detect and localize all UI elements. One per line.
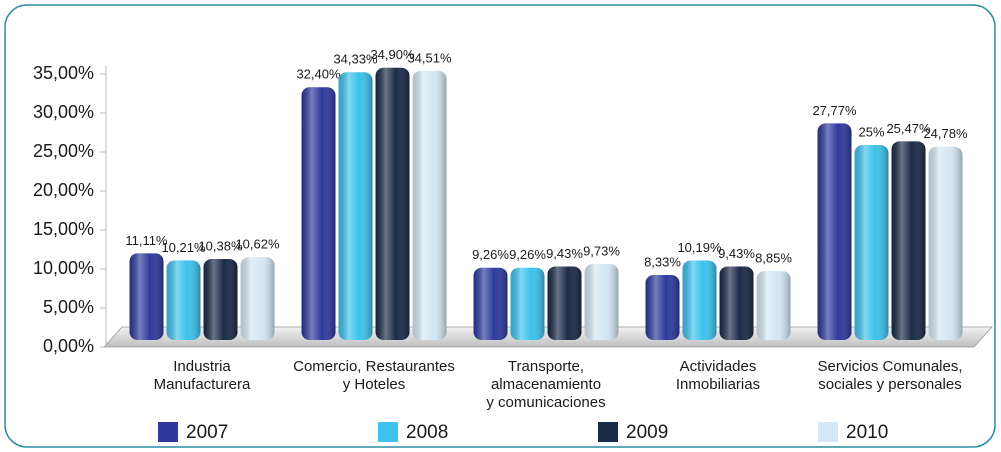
legend-label: 2009 bbox=[626, 422, 668, 443]
y-tick-label: 20,00% bbox=[33, 180, 94, 200]
x-tick-label: y comunicaciones bbox=[486, 394, 605, 411]
x-tick-label: almacenamiento bbox=[491, 376, 601, 393]
y-tick-label: 30,00% bbox=[33, 102, 94, 122]
bar-shade bbox=[645, 275, 680, 340]
value-label: 9,26% bbox=[472, 247, 509, 262]
x-tick-label: Servicios Comunales, bbox=[817, 358, 962, 375]
y-tick-label: 35,00% bbox=[33, 63, 94, 83]
x-tick-label: Inmobiliarias bbox=[676, 376, 760, 393]
x-tick-label: Industria bbox=[173, 358, 231, 375]
bar-shade bbox=[510, 267, 545, 340]
bar-shade bbox=[338, 72, 373, 340]
value-label: 10,19% bbox=[677, 240, 722, 255]
legend-label: 2010 bbox=[846, 422, 888, 443]
bar-shade bbox=[203, 259, 238, 340]
value-label: 34,90% bbox=[370, 47, 415, 62]
value-label: 34,33% bbox=[333, 52, 378, 67]
x-tick-label: Comercio, Restaurantes bbox=[293, 358, 455, 375]
bar-shade bbox=[928, 146, 963, 340]
bar-shade bbox=[584, 264, 619, 340]
x-tick-label: y Hoteles bbox=[343, 376, 406, 393]
y-tick-label: 5,00% bbox=[43, 297, 94, 317]
bar-shade bbox=[473, 267, 508, 340]
legend-swatch bbox=[818, 422, 838, 442]
x-tick-label: Actividades bbox=[680, 358, 757, 375]
bar-shade bbox=[412, 70, 447, 341]
value-label: 9,26% bbox=[509, 247, 546, 262]
bar-shade bbox=[817, 123, 852, 340]
legend-swatch bbox=[598, 422, 618, 442]
bar-shade bbox=[166, 260, 201, 340]
x-tick-label: Manufacturera bbox=[154, 376, 251, 393]
y-tick-label: 25,00% bbox=[33, 141, 94, 161]
bar-shade bbox=[682, 260, 717, 340]
bar-shade bbox=[129, 253, 164, 340]
frame bbox=[4, 4, 996, 448]
legend-swatch bbox=[158, 422, 178, 442]
bar-shade bbox=[301, 87, 336, 340]
value-label: 9,43% bbox=[718, 246, 755, 261]
bar-shade bbox=[547, 266, 582, 340]
value-label: 9,73% bbox=[583, 244, 620, 259]
bar-shade bbox=[240, 257, 275, 340]
y-tick-label: 15,00% bbox=[33, 219, 94, 239]
value-label: 10,38% bbox=[198, 238, 243, 253]
value-label: 24,78% bbox=[923, 126, 968, 141]
value-label: 32,40% bbox=[296, 67, 341, 82]
bar-shade bbox=[719, 266, 754, 340]
value-label: 11,11% bbox=[125, 233, 168, 248]
value-label: 10,21% bbox=[161, 240, 206, 255]
value-label: 9,43% bbox=[546, 246, 583, 261]
x-tick-label: Transporte, bbox=[508, 358, 584, 375]
value-label: 27,77% bbox=[812, 103, 857, 118]
legend-swatch bbox=[378, 422, 398, 442]
value-label: 8,33% bbox=[644, 254, 681, 269]
bar-shade bbox=[854, 145, 889, 340]
legend-label: 2007 bbox=[186, 422, 228, 443]
value-label: 10,62% bbox=[235, 237, 280, 252]
legend-label: 2008 bbox=[406, 422, 448, 443]
bar-shade bbox=[756, 270, 791, 340]
value-label: 25,47% bbox=[886, 121, 931, 136]
value-label: 8,85% bbox=[755, 250, 792, 265]
bar-shade bbox=[891, 141, 926, 340]
x-tick-label: sociales y personales bbox=[818, 376, 961, 393]
y-tick-label: 10,00% bbox=[33, 258, 94, 278]
bar-shade bbox=[375, 67, 410, 340]
value-label: 25% bbox=[858, 124, 884, 139]
value-label: 34,51% bbox=[407, 50, 452, 65]
y-tick-label: 0,00% bbox=[43, 336, 94, 356]
